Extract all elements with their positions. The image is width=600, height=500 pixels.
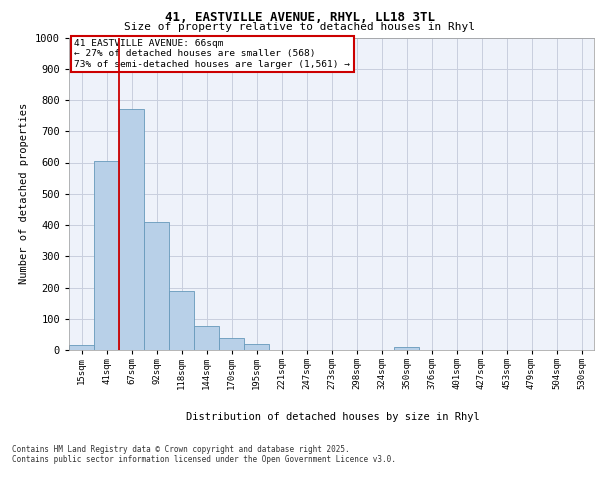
Text: Distribution of detached houses by size in Rhyl: Distribution of detached houses by size … [186, 412, 480, 422]
Bar [219, 338, 244, 350]
Text: Contains public sector information licensed under the Open Government Licence v3: Contains public sector information licen… [12, 456, 396, 464]
Text: Contains HM Land Registry data © Crown copyright and database right 2025.: Contains HM Land Registry data © Crown c… [12, 446, 350, 454]
Bar [119, 110, 144, 350]
Bar [394, 347, 419, 350]
Bar [144, 222, 169, 350]
Bar [244, 344, 269, 350]
Bar [169, 290, 194, 350]
Bar [194, 326, 219, 350]
Text: 41 EASTVILLE AVENUE: 66sqm
← 27% of detached houses are smaller (568)
73% of sem: 41 EASTVILLE AVENUE: 66sqm ← 27% of deta… [74, 39, 350, 69]
Text: 41, EASTVILLE AVENUE, RHYL, LL18 3TL: 41, EASTVILLE AVENUE, RHYL, LL18 3TL [165, 11, 435, 24]
Y-axis label: Number of detached properties: Number of detached properties [19, 103, 29, 284]
Bar [69, 346, 94, 350]
Text: Size of property relative to detached houses in Rhyl: Size of property relative to detached ho… [125, 22, 476, 32]
Bar [94, 161, 119, 350]
